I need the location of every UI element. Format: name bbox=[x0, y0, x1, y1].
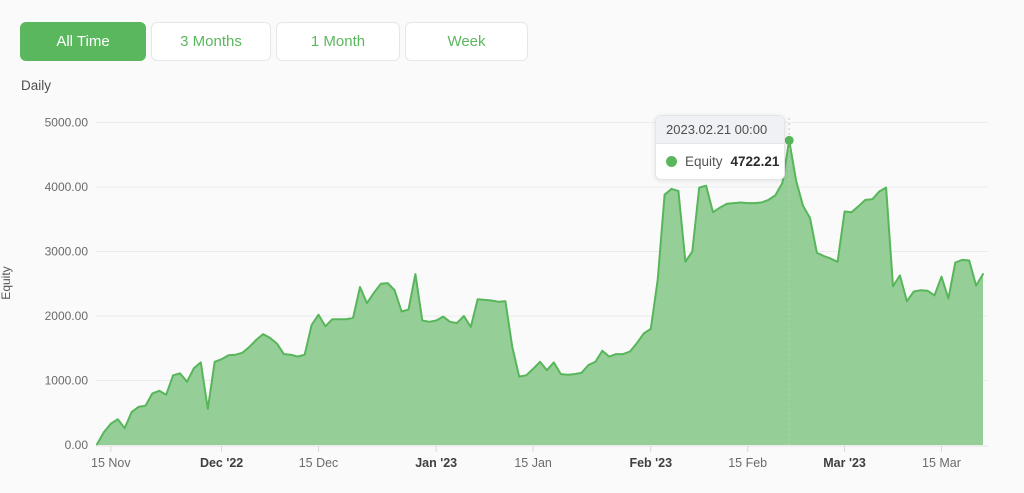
tooltip-body: Equity 4722.21 bbox=[656, 144, 784, 179]
frequency-label: Daily bbox=[21, 78, 52, 93]
time-range-button-week[interactable]: Week bbox=[405, 22, 528, 61]
highlighted-point bbox=[784, 135, 794, 145]
x-tick-label: 15 Nov bbox=[91, 456, 131, 470]
time-range-selector: All Time 3 Months 1 Month Week bbox=[20, 22, 528, 61]
tooltip-series-value: 4722.21 bbox=[730, 154, 780, 169]
x-tick-label: 15 Feb bbox=[728, 456, 767, 470]
x-tick-label: 15 Jan bbox=[514, 456, 552, 470]
x-tick-label: 15 Mar bbox=[922, 456, 961, 470]
y-tick-label: 4000.00 bbox=[45, 180, 89, 194]
chart-tooltip: 2023.02.21 00:00 Equity 4722.21 bbox=[655, 115, 785, 180]
x-tick-label: Feb '23 bbox=[629, 456, 672, 470]
equity-series-dot-icon bbox=[666, 156, 677, 167]
time-range-button-3-months[interactable]: 3 Months bbox=[151, 22, 271, 61]
x-tick-label: Mar '23 bbox=[823, 456, 866, 470]
equity-area-fill bbox=[97, 140, 983, 445]
time-range-button-all-time[interactable]: All Time bbox=[20, 22, 146, 61]
tooltip-date: 2023.02.21 00:00 bbox=[656, 116, 784, 144]
y-tick-label: 0.00 bbox=[65, 438, 89, 452]
y-tick-label: 5000.00 bbox=[45, 116, 89, 130]
x-tick-label: Dec '22 bbox=[200, 456, 243, 470]
time-range-button-1-month[interactable]: 1 Month bbox=[276, 22, 400, 61]
tooltip-series-name: Equity bbox=[685, 154, 723, 169]
x-tick-label: 15 Dec bbox=[299, 456, 339, 470]
x-tick-label: Jan '23 bbox=[415, 456, 457, 470]
y-tick-label: 2000.00 bbox=[45, 309, 89, 323]
y-tick-label: 1000.00 bbox=[45, 374, 89, 388]
equity-line bbox=[96, 139, 984, 446]
y-tick-label: 3000.00 bbox=[45, 245, 89, 259]
